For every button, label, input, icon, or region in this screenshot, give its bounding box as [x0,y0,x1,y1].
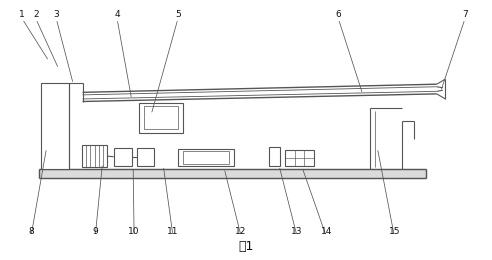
Text: 6: 6 [336,10,341,19]
Text: 10: 10 [128,227,140,236]
Bar [269,147,280,166]
Bar [82,145,107,167]
Text: 3: 3 [54,10,59,19]
Text: 7: 7 [462,10,468,19]
Text: 9: 9 [92,227,98,236]
Bar [137,148,154,166]
Bar [139,103,183,133]
Text: 11: 11 [167,227,179,236]
Text: 12: 12 [236,227,247,236]
Text: 5: 5 [175,10,181,19]
Text: 2: 2 [33,10,39,19]
Bar [144,106,178,129]
Bar [285,150,314,166]
Bar [183,151,229,164]
Bar [114,148,132,166]
Text: 15: 15 [389,227,400,236]
Text: 4: 4 [114,10,120,19]
Text: 1: 1 [19,10,25,19]
Text: 14: 14 [321,227,332,236]
Text: 13: 13 [291,227,303,236]
Text: 图1: 图1 [238,240,254,253]
Bar [178,149,234,166]
Text: 8: 8 [28,227,34,236]
Bar [41,83,69,170]
